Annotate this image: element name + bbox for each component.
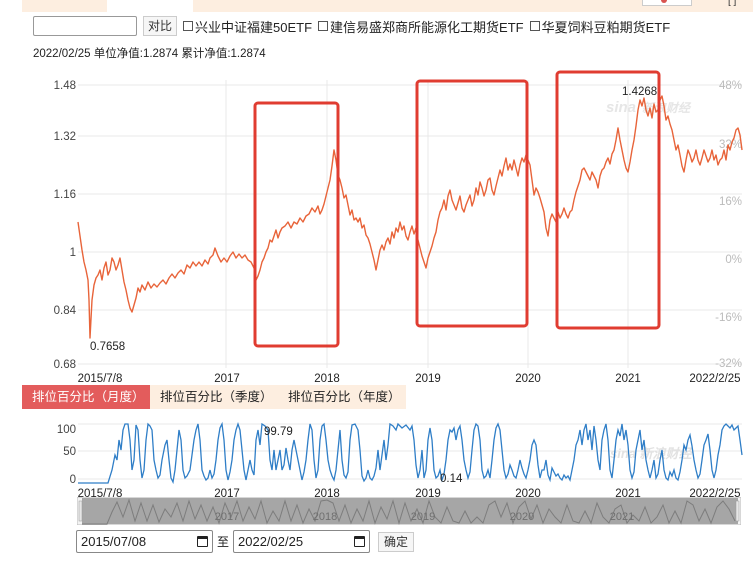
x-axis: 2015/7/8 2017 2018 2019 2020 2021 2022/2… bbox=[78, 373, 741, 382]
y-tick: 0.68 bbox=[54, 359, 76, 371]
rank-y-axis: 100 50 0 bbox=[57, 424, 76, 486]
rank-grid bbox=[78, 423, 742, 480]
checkbox-icon[interactable] bbox=[183, 21, 194, 31]
rank-line bbox=[78, 421, 743, 485]
expand-icon[interactable]: [ ] bbox=[728, 0, 737, 7]
range-navigator[interactable]: 2017 2018 2019 2020 2021 bbox=[77, 497, 741, 525]
x-tick: 2021 bbox=[615, 488, 641, 498]
compare-row: 对比 兴业中证福建50ETF 建信易盛郑商所能源化工期货ETF 华夏饲料豆粕期货… bbox=[33, 16, 670, 36]
compare-checkbox-1[interactable]: 兴业中证福建50ETF bbox=[183, 17, 312, 36]
highlight-boxes bbox=[253, 70, 661, 348]
compare-input[interactable] bbox=[33, 16, 137, 36]
end-date-input[interactable]: 2022/02/25 bbox=[233, 530, 371, 553]
y-tick: 1 bbox=[70, 247, 76, 259]
checkbox-label: 兴业中证福建50ETF bbox=[195, 19, 313, 35]
x-tick: 2019 bbox=[415, 373, 441, 382]
navigator-line bbox=[82, 498, 736, 525]
nav-info: 2022/02/25 单位净值:1.2874 累计净值:1.2874 bbox=[33, 48, 266, 60]
rank-chart[interactable]: 100 50 0 sina 新浪财经 99.79 0.14 2015/7/8 2… bbox=[0, 418, 753, 498]
compare-button[interactable]: 对比 bbox=[143, 16, 178, 36]
highlight-box-2019 bbox=[415, 79, 529, 328]
date-separator: 至 bbox=[217, 535, 230, 549]
navigator-handle-right[interactable] bbox=[735, 500, 740, 522]
grid bbox=[78, 80, 742, 368]
confirm-button[interactable]: 确定 bbox=[378, 531, 415, 552]
x-tick: 2017 bbox=[214, 488, 240, 498]
calendar-icon[interactable] bbox=[197, 536, 208, 547]
x-tick: 2015/7/8 bbox=[78, 488, 123, 498]
y-tick: 1.16 bbox=[54, 189, 76, 201]
x-tick: 2018 bbox=[314, 488, 340, 498]
y-tick-right: -32% bbox=[715, 358, 742, 370]
highlight-box-2017 bbox=[253, 101, 340, 348]
nav-chart[interactable]: 1.48 1.32 1.16 1 0.84 0.68 48% 32% 16% 0… bbox=[0, 70, 753, 382]
y-axis-left: 1.48 1.32 1.16 1 0.84 0.68 bbox=[54, 80, 77, 371]
navigator-label: 2018 bbox=[313, 511, 337, 523]
annotations: 0.7658 1.4268 bbox=[90, 86, 657, 353]
x-tick: 2022/2/25 bbox=[689, 373, 740, 382]
max-label: 1.4268 bbox=[622, 86, 657, 98]
navigator-label: 2017 bbox=[215, 511, 239, 523]
navigator-label: 2020 bbox=[510, 511, 534, 523]
start-date-value: 2015/07/08 bbox=[81, 534, 147, 549]
navigator-label: 2021 bbox=[610, 511, 634, 523]
tab-yearly[interactable]: 排位百分比（年度） bbox=[278, 385, 406, 409]
x-tick: 2017 bbox=[214, 373, 240, 382]
y-tick: 1.32 bbox=[54, 131, 76, 143]
end-date-value: 2022/02/25 bbox=[238, 534, 304, 549]
rank-x-axis: 2015/7/8 2017 2018 2019 2020 2021 2022/2… bbox=[78, 488, 741, 498]
rank-max-label: 99.79 bbox=[264, 426, 293, 438]
date-range-row: 2015/07/08 至 2022/02/25 确定 bbox=[76, 530, 415, 553]
highlight-box-2020 bbox=[555, 70, 661, 330]
y-tick: 0 bbox=[70, 474, 76, 486]
navigator-handle-left[interactable] bbox=[78, 500, 83, 522]
rank-annotations: 99.79 0.14 bbox=[264, 426, 463, 485]
compare-checkbox-2[interactable]: 建信易盛郑商所能源化工期货ETF bbox=[318, 17, 524, 36]
navigator-selection[interactable] bbox=[82, 498, 738, 524]
svg-text:sina: sina bbox=[606, 99, 636, 116]
y-tick: 0.84 bbox=[54, 305, 77, 317]
x-tick: 2015/7/8 bbox=[78, 373, 123, 382]
x-tick: 2020 bbox=[515, 488, 541, 498]
compare-checkbox-3[interactable]: 华夏饲料豆粕期货ETF bbox=[529, 17, 671, 36]
top-tab-right bbox=[193, 0, 753, 12]
checkbox-icon[interactable] bbox=[529, 21, 540, 31]
calendar-icon[interactable] bbox=[354, 536, 366, 547]
top-button[interactable] bbox=[642, 0, 692, 6]
watermark: sina 新浪财经 bbox=[610, 446, 694, 461]
checkbox-label: 华夏饲料豆粕期货ETF bbox=[541, 19, 671, 35]
y-tick-right: 48% bbox=[719, 80, 742, 92]
x-tick: 2018 bbox=[314, 373, 340, 382]
y-tick: 1.48 bbox=[54, 80, 76, 92]
rank-tabs: 排位百分比（月度） 排位百分比（季度） 排位百分比（年度） bbox=[22, 385, 406, 409]
y-tick-right: 0% bbox=[725, 254, 742, 266]
min-label: 0.7658 bbox=[90, 341, 125, 353]
tab-quarterly[interactable]: 排位百分比（季度） bbox=[150, 385, 278, 409]
navigator-labels: 2017 2018 2019 2020 2021 bbox=[215, 511, 634, 523]
tab-monthly[interactable]: 排位百分比（月度） bbox=[22, 385, 150, 409]
x-tick: 2022/2/25 bbox=[689, 488, 740, 498]
y-tick: 100 bbox=[57, 424, 76, 436]
rank-min-label: 0.14 bbox=[440, 473, 463, 485]
checkbox-label: 建信易盛郑商所能源化工期货ETF bbox=[330, 19, 524, 35]
navigator-label: 2019 bbox=[411, 511, 435, 523]
top-tab-left bbox=[22, 0, 107, 12]
x-tick: 2019 bbox=[415, 488, 441, 498]
x-tick: 2021 bbox=[615, 373, 641, 382]
start-date-input[interactable]: 2015/07/08 bbox=[76, 530, 213, 553]
svg-text:sina 新浪财经: sina 新浪财经 bbox=[610, 446, 694, 461]
y-tick: 50 bbox=[63, 446, 76, 458]
y-tick-right: 16% bbox=[719, 196, 742, 208]
y-tick-right: 32% bbox=[719, 139, 742, 151]
y-tick-right: -16% bbox=[715, 312, 742, 324]
checkbox-icon[interactable] bbox=[318, 21, 329, 31]
x-tick: 2020 bbox=[515, 373, 541, 382]
y-axis-right: 48% 32% 16% 0% -16% -32% bbox=[715, 80, 742, 370]
nav-line bbox=[77, 95, 743, 339]
